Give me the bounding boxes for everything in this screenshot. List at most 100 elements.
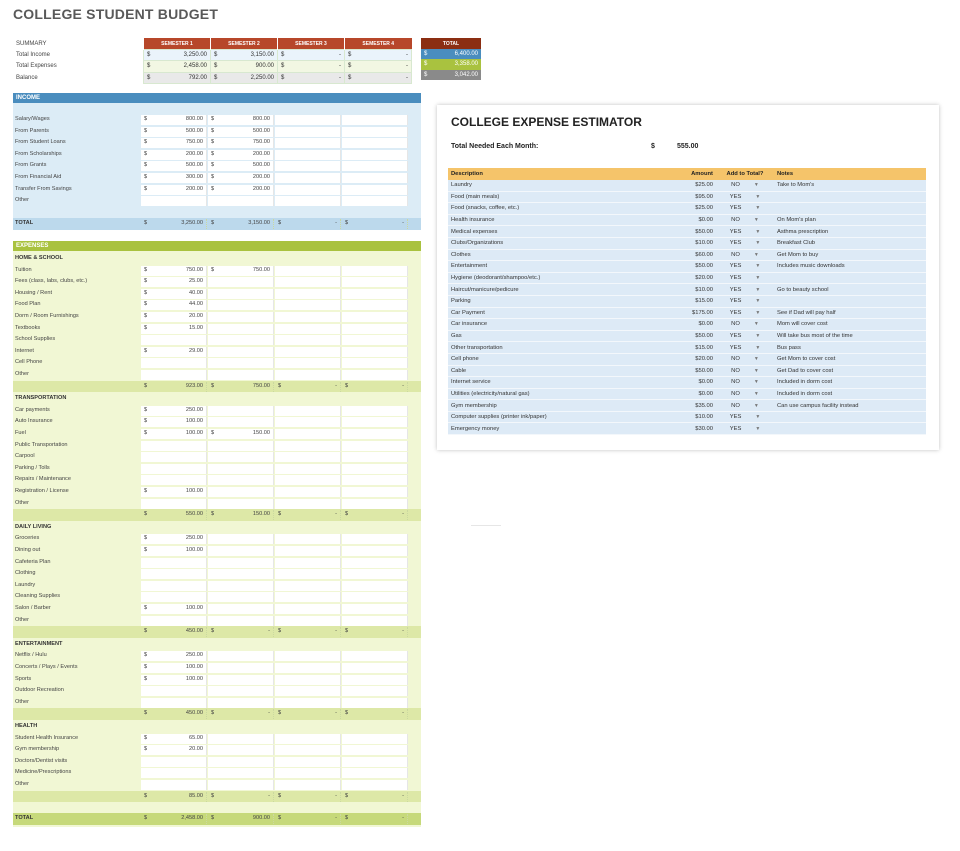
expense-note[interactable]: On Mom's plan — [774, 214, 926, 227]
expense-note[interactable]: Get Dad to cover cost — [774, 365, 926, 378]
expense-description[interactable]: Clothes — [448, 249, 654, 262]
add-to-total-dropdown[interactable]: YES ▼ — [716, 272, 774, 285]
amount-cell[interactable] — [342, 405, 408, 416]
amount-cell[interactable] — [275, 756, 341, 767]
amount-cell[interactable] — [342, 300, 408, 311]
amount-cell[interactable]: $3,250.00 — [141, 219, 207, 229]
amount-cell[interactable]: $100.00 — [141, 604, 207, 614]
amount-cell[interactable] — [275, 312, 341, 322]
amount-cell[interactable]: $25.00 — [141, 277, 207, 288]
summary-cell[interactable]: $900.00 — [210, 60, 278, 73]
expense-amount[interactable]: $95.00 — [654, 191, 716, 204]
amount-cell[interactable] — [342, 756, 408, 767]
expense-note[interactable]: Go to beauty school — [774, 283, 926, 296]
add-to-total-dropdown[interactable]: NO ▼ — [716, 318, 774, 331]
amount-cell[interactable] — [275, 686, 341, 697]
chevron-down-icon[interactable]: ▼ — [755, 240, 761, 247]
amount-cell[interactable] — [275, 115, 341, 125]
expense-amount[interactable]: $20.00 — [654, 353, 716, 366]
amount-cell[interactable] — [208, 498, 274, 509]
summary-cell[interactable]: $ - — [344, 48, 412, 62]
amount-cell[interactable] — [141, 358, 207, 369]
expense-note[interactable] — [774, 411, 926, 424]
amount-cell[interactable] — [275, 780, 341, 790]
amount-cell[interactable] — [342, 463, 408, 474]
amount-cell[interactable] — [342, 697, 408, 708]
amount-cell[interactable] — [141, 498, 207, 509]
amount-cell[interactable] — [141, 440, 207, 451]
amount-cell[interactable] — [208, 686, 274, 697]
expense-note[interactable]: Can use campus facility instead — [774, 399, 926, 412]
amount-cell[interactable] — [275, 452, 341, 463]
chevron-down-icon[interactable]: ▼ — [755, 298, 761, 305]
expense-note[interactable] — [774, 422, 926, 436]
amount-cell[interactable] — [342, 196, 408, 207]
chevron-down-icon[interactable]: ▼ — [755, 414, 761, 421]
amount-cell[interactable] — [208, 557, 274, 568]
expense-note[interactable]: Get Mom to buy — [774, 249, 926, 262]
amount-cell[interactable]: $900.00 — [208, 814, 274, 824]
amount-cell[interactable] — [342, 475, 408, 486]
expense-description[interactable]: Gym membership — [448, 399, 654, 412]
amount-cell[interactable] — [208, 651, 274, 662]
amount-cell[interactable] — [208, 475, 274, 486]
amount-cell[interactable] — [208, 697, 274, 708]
amount-cell[interactable]: $ - — [208, 709, 274, 720]
chevron-down-icon[interactable]: ▼ — [753, 402, 759, 409]
amount-cell[interactable] — [275, 697, 341, 708]
amount-cell[interactable] — [208, 312, 274, 322]
add-to-total-dropdown[interactable]: YES ▼ — [716, 191, 774, 204]
amount-cell[interactable]: $15.00 — [141, 323, 207, 334]
expense-note[interactable]: Take to Mom's — [774, 180, 926, 192]
expense-note[interactable]: See if Dad will pay half — [774, 307, 926, 320]
add-to-total-dropdown[interactable]: YES ▼ — [716, 295, 774, 308]
amount-cell[interactable]: $100.00 — [141, 546, 207, 556]
amount-cell[interactable] — [342, 604, 408, 614]
amount-cell[interactable] — [342, 780, 408, 790]
semester-header[interactable]: SEMESTER 1 — [143, 38, 211, 50]
amount-cell[interactable]: $ - — [342, 381, 408, 392]
amount-cell[interactable] — [208, 768, 274, 779]
amount-cell[interactable] — [275, 604, 341, 614]
expense-description[interactable]: Clubs/Organizations — [448, 237, 654, 250]
amount-cell[interactable]: $ - — [275, 814, 341, 824]
chevron-down-icon[interactable]: ▼ — [755, 228, 761, 235]
amount-cell[interactable] — [208, 745, 274, 756]
amount-cell[interactable] — [275, 534, 341, 545]
chevron-down-icon[interactable]: ▼ — [755, 344, 761, 351]
amount-cell[interactable] — [141, 768, 207, 779]
amount-cell[interactable]: $200.00 — [208, 184, 274, 195]
expense-amount[interactable]: $0.00 — [654, 376, 716, 389]
amount-cell[interactable] — [342, 569, 408, 580]
amount-cell[interactable]: $750.00 — [208, 265, 274, 276]
amount-cell[interactable] — [342, 126, 408, 137]
amount-cell[interactable] — [275, 580, 341, 591]
amount-cell[interactable] — [342, 674, 408, 685]
amount-cell[interactable] — [275, 674, 341, 685]
amount-cell[interactable]: $ - — [342, 627, 408, 638]
amount-cell[interactable] — [342, 546, 408, 556]
summary-cell[interactable]: $792.00 — [143, 71, 211, 84]
amount-cell[interactable]: $20.00 — [141, 312, 207, 322]
amount-cell[interactable] — [208, 452, 274, 463]
amount-cell[interactable] — [141, 569, 207, 580]
expense-note[interactable] — [774, 272, 926, 285]
expense-description[interactable]: Food (main meals) — [448, 191, 654, 204]
amount-cell[interactable]: $85.00 — [141, 791, 207, 802]
amount-cell[interactable]: $750.00 — [141, 265, 207, 276]
add-to-total-dropdown[interactable]: NO ▼ — [716, 365, 774, 378]
add-to-total-dropdown[interactable]: YES ▼ — [716, 341, 774, 354]
expense-description[interactable]: Computer supplies (printer ink/paper) — [448, 411, 654, 424]
expense-description[interactable]: Cell phone — [448, 353, 654, 366]
chevron-down-icon[interactable]: ▼ — [755, 286, 761, 293]
expense-note[interactable]: Includes music downloads — [774, 260, 926, 273]
expense-amount[interactable]: $15.00 — [654, 341, 716, 354]
amount-cell[interactable] — [342, 161, 408, 172]
amount-cell[interactable]: $800.00 — [141, 115, 207, 125]
add-to-total-dropdown[interactable]: YES ▼ — [716, 411, 774, 424]
expense-description[interactable]: Utilities (electricity/natural gas) — [448, 388, 654, 401]
amount-cell[interactable]: $200.00 — [141, 184, 207, 195]
amount-cell[interactable] — [342, 358, 408, 369]
amount-cell[interactable] — [342, 498, 408, 509]
add-to-total-dropdown[interactable]: NO ▼ — [716, 249, 774, 262]
